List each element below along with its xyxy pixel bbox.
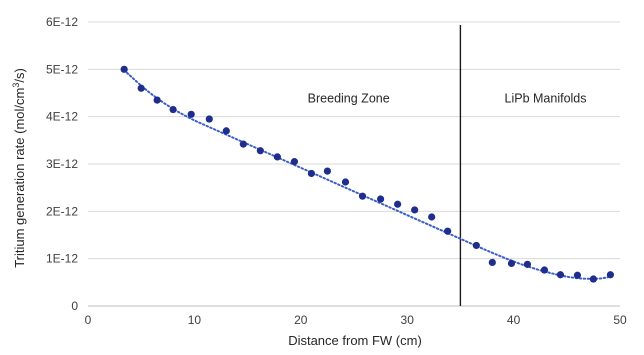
data-point — [137, 84, 145, 92]
data-point — [573, 271, 582, 279]
annotation-lipb-manifolds: LiPb Manifolds — [505, 91, 587, 105]
data-point — [394, 200, 402, 208]
data-point — [239, 140, 247, 148]
x-tick-label: 0 — [85, 313, 92, 327]
y-axis-title-main: Tritium generation rate (mol/cm — [12, 88, 27, 268]
data-point — [377, 195, 385, 203]
y-tick-label: 4E-12 — [46, 110, 78, 124]
data-point — [488, 258, 496, 267]
data-point — [444, 227, 452, 235]
data-point — [507, 259, 516, 267]
data-point — [153, 96, 161, 104]
data-point — [358, 192, 367, 200]
data-point — [222, 127, 230, 135]
data-point — [169, 105, 177, 114]
x-tick-label: 30 — [401, 313, 415, 327]
data-point — [323, 167, 331, 175]
y-tick-label: 1E-12 — [46, 252, 78, 266]
data-point — [290, 158, 299, 166]
data-point — [556, 271, 565, 279]
data-point — [411, 206, 419, 214]
data-point — [606, 271, 615, 279]
x-axis-title: Distance from FW (cm) — [288, 333, 422, 348]
data-point — [341, 178, 350, 186]
annot-layer: Breeding Zone LiPb Manifolds — [308, 91, 587, 105]
grid-layer — [88, 21, 620, 307]
data-point — [120, 65, 128, 73]
data-point — [256, 147, 264, 155]
y-axis-title: Tritium generation rate (mol/cm3/s) — [11, 68, 27, 268]
data-point — [187, 110, 195, 118]
tick-layer: 0 1E-12 2E-12 3E-12 4E-12 5E-12 6E-12 0 10 20 30 40… — [46, 15, 627, 327]
data-point — [523, 260, 532, 268]
y-axis-title-tail: /s) — [12, 68, 27, 82]
annotation-breeding-zone: Breeding Zone — [308, 91, 390, 105]
x-tick-label: 50 — [613, 313, 627, 327]
y-tick-label: 6E-12 — [46, 15, 78, 29]
y-axis-title-sup: 3 — [11, 83, 21, 88]
data-point — [273, 153, 281, 161]
y-tick-label: 0 — [71, 299, 78, 313]
x-tick-label: 10 — [188, 313, 202, 327]
data-point — [307, 169, 316, 178]
data-point — [472, 241, 480, 250]
point-layer — [120, 65, 615, 283]
y-tick-label: 5E-12 — [46, 62, 78, 76]
data-point — [540, 266, 549, 274]
y-tick-label: 2E-12 — [46, 204, 78, 218]
y-tick-label: 3E-12 — [46, 157, 78, 171]
x-tick-label: 40 — [507, 313, 521, 327]
data-point — [428, 213, 436, 221]
x-tick-label: 20 — [294, 313, 308, 327]
data-point — [205, 115, 213, 123]
data-point — [589, 275, 598, 283]
